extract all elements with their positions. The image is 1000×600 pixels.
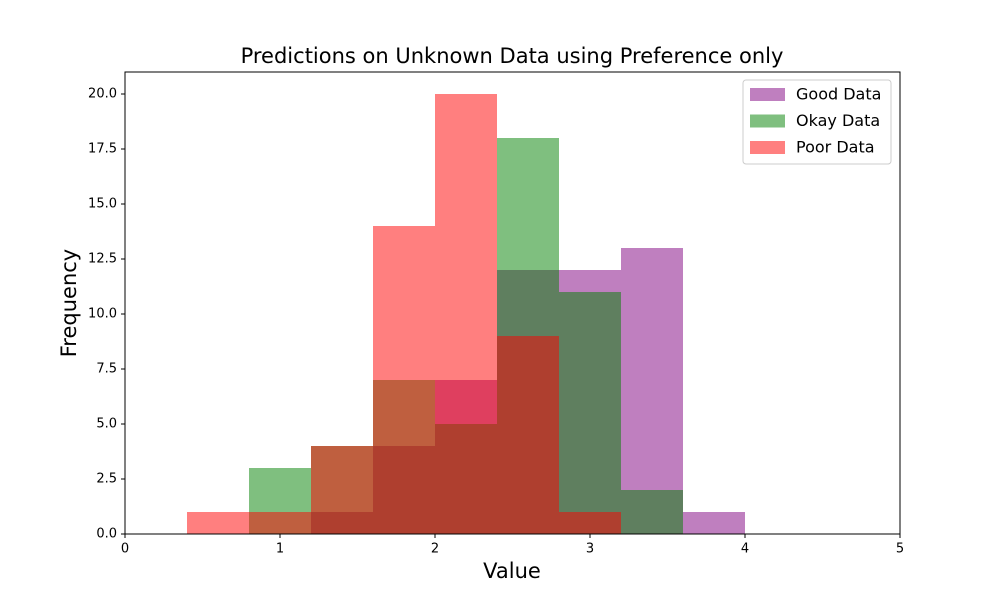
y-tick-label: 17.5 bbox=[88, 142, 117, 157]
histogram-bar bbox=[497, 336, 559, 534]
y-tick-label: 15.0 bbox=[88, 197, 117, 212]
histogram-bar bbox=[621, 490, 683, 534]
histogram-bar bbox=[311, 446, 373, 534]
legend-swatch bbox=[750, 88, 785, 101]
legend-label: Good Data bbox=[796, 85, 881, 104]
histogram-bar bbox=[187, 512, 249, 534]
histogram-bar bbox=[559, 292, 621, 534]
legend-swatch bbox=[750, 114, 785, 128]
y-tick-label: 5.0 bbox=[96, 417, 117, 432]
legend-label: Poor Data bbox=[796, 138, 875, 157]
y-tick-label: 0.0 bbox=[96, 527, 117, 542]
histogram-bar bbox=[249, 512, 311, 534]
y-tick-label: 20.0 bbox=[88, 87, 117, 102]
x-tick-label: 1 bbox=[276, 542, 284, 557]
y-axis-label: Frequency bbox=[57, 249, 81, 358]
histogram-bar bbox=[559, 512, 621, 534]
x-tick-label: 0 bbox=[121, 542, 129, 557]
y-tick-label: 10.0 bbox=[88, 307, 117, 322]
histogram-bar bbox=[373, 226, 435, 534]
x-axis-label: Value bbox=[483, 559, 541, 583]
x-tick-label: 5 bbox=[896, 542, 904, 557]
histogram-bar bbox=[621, 248, 683, 534]
legend-swatch bbox=[750, 141, 785, 154]
y-tick-label: 2.5 bbox=[96, 472, 117, 487]
y-tick-label: 12.5 bbox=[88, 252, 117, 267]
x-tick-label: 4 bbox=[741, 542, 749, 557]
histogram-bar bbox=[435, 94, 497, 534]
x-tick-label: 3 bbox=[586, 542, 594, 557]
plot-frame bbox=[124, 71, 901, 535]
histogram-bar bbox=[683, 512, 745, 534]
chart-title: Predictions on Unknown Data using Prefer… bbox=[241, 44, 784, 68]
y-tick-label: 7.5 bbox=[96, 362, 117, 377]
legend-label: Okay Data bbox=[796, 111, 880, 130]
x-tick-label: 2 bbox=[431, 542, 439, 557]
